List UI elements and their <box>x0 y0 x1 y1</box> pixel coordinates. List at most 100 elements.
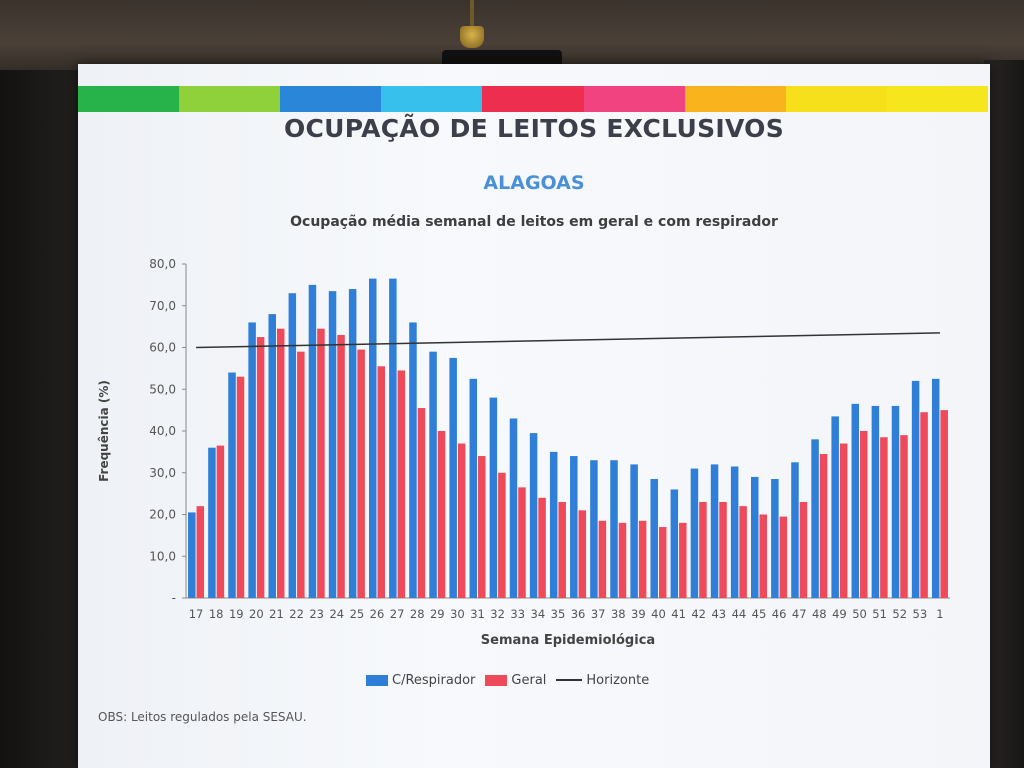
y-tick-label: 10,0 <box>149 549 176 563</box>
bar-respirador <box>771 479 779 598</box>
x-tick-label: 24 <box>329 607 344 621</box>
x-tick-label: 22 <box>289 607 304 621</box>
x-tick-label: 51 <box>872 607 887 621</box>
slide-title: OCUPAÇÃO DE LEITOS EXCLUSIVOS <box>283 114 785 143</box>
bar-geral <box>538 497 546 598</box>
horizonte-line <box>196 332 940 349</box>
bar-respirador <box>489 397 498 598</box>
x-tick-label: 34 <box>531 607 546 621</box>
bar-geral <box>558 501 566 598</box>
bar-respirador <box>348 289 357 598</box>
x-tick-label: 26 <box>370 607 385 621</box>
x-tick-label: 40 <box>651 607 666 621</box>
bar-geral <box>478 456 486 598</box>
y-tick-label: 60,0 <box>149 341 176 355</box>
bar-geral <box>196 506 205 598</box>
legend-item-horizonte: Horizonte <box>556 673 649 688</box>
bar-respirador <box>630 464 638 598</box>
bar-geral <box>860 431 868 598</box>
fixture-body <box>460 26 484 48</box>
bar-respirador <box>670 489 679 598</box>
bar-respirador <box>328 291 337 598</box>
bar-geral <box>699 501 707 598</box>
observation-note: OBS: Leitos regulados pela SESAU. <box>98 710 307 724</box>
x-tick-label: 23 <box>309 607 324 621</box>
y-tick-label: 80,0 <box>149 257 176 271</box>
bar-geral <box>317 328 325 598</box>
y-axis-title: Frequência (%) <box>97 380 111 482</box>
bar-geral <box>256 337 265 598</box>
y-tick-label: 30,0 <box>149 466 176 480</box>
bar-respirador <box>389 278 397 598</box>
wall-right-shadow <box>984 60 1024 768</box>
x-tick-label: 31 <box>470 607 485 621</box>
bar-respirador <box>891 405 900 598</box>
x-tick-label: 44 <box>732 607 747 621</box>
bar-geral <box>417 408 426 598</box>
bar-respirador <box>710 464 719 598</box>
x-tick-label: 21 <box>269 607 284 621</box>
bar-respirador <box>449 357 457 598</box>
x-tick-label: 33 <box>510 607 525 621</box>
x-tick-label: 42 <box>691 607 706 621</box>
bar-geral <box>457 443 466 598</box>
bar-respirador <box>509 418 518 598</box>
legend-label-respirador: C/Respirador <box>392 672 476 688</box>
bar-respirador <box>851 403 860 598</box>
bar-geral <box>397 370 406 598</box>
bar-geral <box>920 412 928 598</box>
fixture-stem <box>470 0 474 30</box>
bar-respirador <box>650 479 658 598</box>
x-tick-label: 48 <box>812 607 827 621</box>
color-bar-segment <box>684 86 786 112</box>
bar-geral <box>739 506 747 598</box>
legend-swatch-respirador <box>366 674 388 686</box>
color-bar-segment <box>482 86 584 112</box>
bar-geral <box>658 527 667 598</box>
bar-geral <box>880 437 888 598</box>
bar-respirador <box>690 468 699 598</box>
color-bar-segment <box>280 86 382 112</box>
bar-geral <box>498 472 506 598</box>
bar-respirador <box>529 433 538 598</box>
x-tick-label: 20 <box>249 607 264 621</box>
x-tick-label: 32 <box>490 607 505 621</box>
color-bar-segment <box>179 86 281 112</box>
x-tick-label: 45 <box>752 607 767 621</box>
x-tick-label: 39 <box>631 607 646 621</box>
bar-geral <box>638 520 647 598</box>
x-tick-label: 25 <box>350 607 365 621</box>
bar-respirador <box>730 466 739 598</box>
y-tick-label: 20,0 <box>149 508 176 522</box>
bar-geral <box>900 435 908 598</box>
bar-respirador <box>911 380 920 598</box>
bar-respirador <box>931 378 940 598</box>
x-tick-label: 36 <box>571 607 586 621</box>
color-bar-segment <box>381 86 483 112</box>
bar-respirador <box>610 460 618 598</box>
x-tick-label: 30 <box>450 607 465 621</box>
x-tick-label: 27 <box>390 607 405 621</box>
bar-respirador <box>369 278 377 598</box>
bar-chart: - 10,0 20,0 30,0 40,0 50,0 60,0 70,0 80,0 17 18 19 2… <box>97 257 950 648</box>
bar-geral <box>598 520 607 598</box>
legend-item-geral: Geral <box>485 673 546 688</box>
legend-label-geral: Geral <box>511 672 547 688</box>
bar-respirador <box>590 460 598 598</box>
bar-geral <box>618 522 627 598</box>
bar-geral <box>819 453 828 598</box>
bar-geral <box>377 366 385 598</box>
x-tick-label: 46 <box>772 607 787 621</box>
wall-left-shadow <box>0 70 78 768</box>
bar-geral <box>357 349 365 598</box>
bar-respirador <box>811 439 819 598</box>
bar-geral <box>518 487 526 598</box>
bar-respirador <box>871 405 880 598</box>
y-tick-label: 70,0 <box>149 299 176 313</box>
x-tick-label: 35 <box>551 607 566 621</box>
x-tick-label: 29 <box>430 607 445 621</box>
bar-respirador <box>429 351 437 598</box>
bar-geral <box>276 328 285 598</box>
bar-respirador <box>188 512 196 598</box>
legend-label-horizonte: Horizonte <box>586 672 650 688</box>
